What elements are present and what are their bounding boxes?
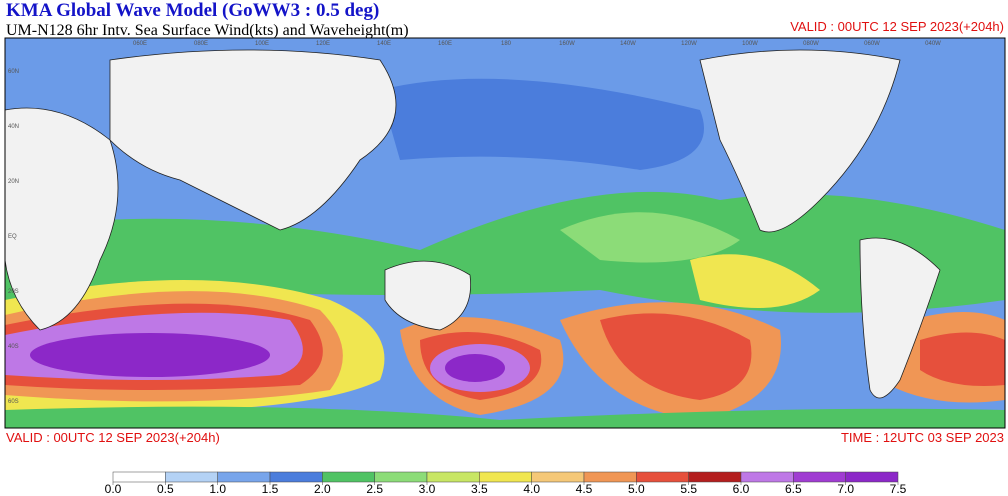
- colorbar-bin: [740, 471, 794, 483]
- lon-label: 180: [501, 41, 512, 47]
- lon-label: 160E: [438, 41, 452, 47]
- colorbar-label: 1.5: [262, 482, 279, 496]
- colorbar-bin: [322, 471, 375, 483]
- colorbar-bin: [531, 471, 585, 483]
- colorbar-bin: [479, 471, 532, 483]
- lon-label: 140E: [377, 41, 391, 47]
- colorbar-bin: [165, 471, 218, 483]
- valid-bottom: VALID : 00UTC 12 SEP 2023(+204h): [6, 430, 220, 445]
- colorbar-label: 6.0: [733, 482, 750, 496]
- valid-top: VALID : 00UTC 12 SEP 2023(+204h): [790, 19, 1004, 34]
- lat-label: 20S: [8, 289, 19, 295]
- colorbar-label: 2.5: [366, 482, 383, 496]
- colorbar-bin: [374, 471, 428, 483]
- colorbar-bin: [688, 471, 742, 483]
- colorbar-label: 1.0: [209, 482, 226, 496]
- lat-label: 40S: [8, 344, 19, 350]
- lon-label: 080W: [803, 41, 819, 47]
- colorbar-label: 6.5: [785, 482, 802, 496]
- map: [4, 37, 1006, 429]
- colorbar-label: 0.0: [105, 482, 122, 496]
- colorbar-label: 7.0: [837, 482, 854, 496]
- lat-label: EQ: [8, 234, 17, 240]
- lat-label: 60N: [8, 69, 19, 75]
- lon-label: 060W: [864, 41, 880, 47]
- colorbar-bin: [845, 471, 899, 483]
- lat-label: 60S: [8, 399, 19, 405]
- lon-label: 080E: [194, 41, 208, 47]
- lon-label: 040W: [925, 41, 941, 47]
- colorbar-bin: [112, 471, 166, 483]
- lon-label: 060E: [133, 41, 147, 47]
- colorbar-label: 3.5: [471, 482, 488, 496]
- colorbar-bin: [583, 471, 637, 483]
- colorbar-bin: [426, 471, 480, 483]
- title: KMA Global Wave Model (GoWW3 : 0.5 deg): [6, 0, 379, 21]
- lon-label: 120E: [316, 41, 330, 47]
- lon-label: 100E: [255, 41, 269, 47]
- subtitle: UM-N128 6hr Intv. Sea Surface Wind(kts) …: [6, 22, 409, 39]
- lon-label: 160W: [559, 41, 575, 47]
- colorbar-label: 4.5: [576, 482, 593, 496]
- colorbar-bin: [793, 471, 846, 483]
- colorbar-bin: [217, 471, 271, 483]
- colorbar-bin: [636, 471, 689, 483]
- colorbar-label: 5.0: [628, 482, 645, 496]
- colorbar-label: 4.0: [523, 482, 540, 496]
- colorbar-bin: [269, 471, 323, 483]
- lon-label: 100W: [742, 41, 758, 47]
- colorbar-label: 2.0: [314, 482, 331, 496]
- colorbar-label: 5.5: [680, 482, 697, 496]
- init-time: TIME : 12UTC 03 SEP 2023: [841, 430, 1004, 445]
- lon-label: 140W: [620, 41, 636, 47]
- colorbar-label: 7.5: [890, 482, 907, 496]
- lat-label: 40N: [8, 124, 19, 130]
- lon-label: 120W: [681, 41, 697, 47]
- lat-label: 20N: [8, 179, 19, 185]
- colorbar-label: 3.0: [419, 482, 436, 496]
- colorbar-label: 0.5: [157, 482, 174, 496]
